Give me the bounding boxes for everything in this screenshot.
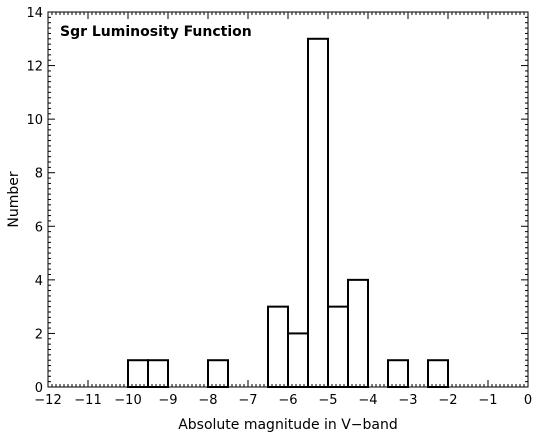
x-tick-label: −7 bbox=[238, 393, 257, 408]
x-tick-label: −9 bbox=[158, 393, 177, 408]
x-tick-label: −11 bbox=[74, 393, 101, 408]
x-tick-label: −1 bbox=[478, 393, 497, 408]
y-tick-label: 8 bbox=[35, 167, 43, 182]
x-tick-label: −4 bbox=[358, 393, 377, 408]
x-tick-label: 0 bbox=[524, 393, 532, 408]
x-tick-label: −12 bbox=[34, 393, 61, 408]
y-tick-label: 2 bbox=[35, 327, 43, 342]
chart-title: Sgr Luminosity Function bbox=[60, 24, 252, 40]
x-tick-label: −10 bbox=[114, 393, 141, 408]
x-tick-label: −3 bbox=[398, 393, 417, 408]
plot-frame bbox=[47, 11, 529, 388]
y-tick-label: 6 bbox=[35, 220, 43, 235]
x-tick-label: −5 bbox=[318, 393, 337, 408]
y-tick-label: 4 bbox=[35, 274, 43, 289]
x-tick-label: −6 bbox=[278, 393, 297, 408]
x-tick-label: −2 bbox=[438, 393, 457, 408]
y-tick-label: 14 bbox=[26, 6, 43, 21]
y-tick-label: 12 bbox=[26, 60, 43, 75]
x-axis-label: Absolute magnitude in V−band bbox=[178, 417, 398, 433]
y-tick-label: 0 bbox=[35, 381, 43, 396]
y-axis-label: Number bbox=[6, 171, 22, 227]
y-tick-label: 10 bbox=[26, 113, 43, 128]
x-tick-label: −8 bbox=[198, 393, 217, 408]
